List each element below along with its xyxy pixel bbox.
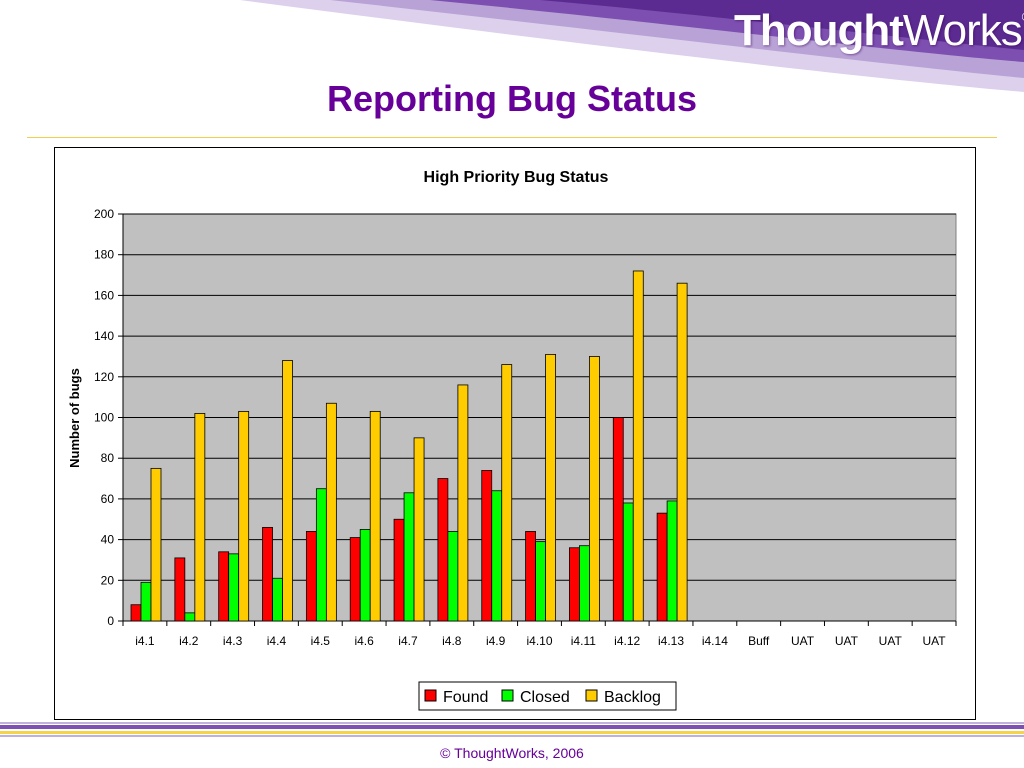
bar-found-i4.3 xyxy=(218,551,230,622)
thoughtworks-logo: ThoughtWorks® xyxy=(734,6,1024,55)
bar-backlog-i4.13 xyxy=(676,282,688,622)
legend-swatch-closed xyxy=(501,689,514,702)
y-tick-label: 120 xyxy=(94,370,114,384)
x-tick-label: i4.1 xyxy=(135,634,155,648)
bar-backlog-i4.5 xyxy=(325,402,337,622)
bug-status-chart: High Priority Bug Status 0 20 40 60 80 100 120… xyxy=(67,169,957,711)
gridlines xyxy=(123,213,956,581)
x-tick-label: i4.7 xyxy=(398,634,418,648)
bar-closed-i4.5 xyxy=(315,488,327,622)
y-axis-label: Number of bugs xyxy=(67,368,82,468)
chart-frame: High Priority Bug Status 0 20 40 60 80 100 120… xyxy=(54,147,976,720)
x-tick-label: i4.5 xyxy=(311,634,331,648)
bar-closed-i4.4 xyxy=(272,577,283,622)
y-tick-label: 20 xyxy=(101,573,115,587)
x-tick-label: UAT xyxy=(835,634,859,648)
legend-swatch-backlog xyxy=(585,689,598,702)
bar-backlog-i4.6 xyxy=(369,410,381,622)
x-tick-label: UAT xyxy=(879,634,903,648)
y-tick-label: 60 xyxy=(101,492,115,506)
bars xyxy=(130,270,688,622)
bar-closed-i4.1 xyxy=(140,581,152,622)
y-tick-label: 180 xyxy=(94,248,114,262)
title-divider xyxy=(27,137,997,138)
x-tick-label: i4.6 xyxy=(354,634,374,648)
bar-backlog-i4.11 xyxy=(589,356,600,622)
bar-backlog-i4.2 xyxy=(194,413,206,622)
bar-backlog-i4.1 xyxy=(150,467,162,622)
x-tick-label: i4.4 xyxy=(267,634,287,648)
bar-closed-i4.10 xyxy=(535,541,546,622)
chart-title: High Priority Bug Status xyxy=(424,169,609,186)
x-tick-label: i4.14 xyxy=(702,634,728,648)
y-tick-label: 140 xyxy=(94,329,114,343)
bar-backlog-i4.9 xyxy=(501,364,513,622)
bar-found-i4.12 xyxy=(612,417,624,622)
y-tick-label: 100 xyxy=(94,411,114,425)
bar-closed-i4.11 xyxy=(579,545,590,622)
y-axis: 0 20 40 60 80 100 120 140 160 180 200 xyxy=(94,207,124,628)
bar-found-i4.11 xyxy=(569,547,580,622)
legend-label-found: Found xyxy=(443,689,488,706)
y-tick-label: 160 xyxy=(94,288,114,302)
x-tick-label: i4.3 xyxy=(223,634,243,648)
x-tick-label: UAT xyxy=(923,634,947,648)
bar-found-i4.13 xyxy=(656,512,668,622)
x-tick-label: i4.13 xyxy=(658,634,684,648)
bar-found-i4.8 xyxy=(437,478,449,622)
bar-found-i4.5 xyxy=(305,531,317,622)
bar-closed-i4.3 xyxy=(228,553,240,622)
bar-backlog-i4.10 xyxy=(545,354,556,622)
x-tick-label: i4.2 xyxy=(179,634,199,648)
legend-label-closed: Closed xyxy=(520,689,570,706)
header-swoosh xyxy=(240,0,1024,92)
footer-bars xyxy=(0,722,1024,737)
legend: Found Closed Backlog xyxy=(418,681,677,711)
x-axis: i4.1 i4.2 i4.3 i4.4 i4.5 i4.6 i4.7 i4.8 i4.9 i4.1… xyxy=(122,620,957,648)
bar-backlog-i4.12 xyxy=(632,270,644,622)
bar-found-i4.6 xyxy=(349,537,361,622)
x-tick-label: i4.11 xyxy=(571,634,596,648)
bar-found-i4.4 xyxy=(262,526,273,622)
footer-copyright: © ThoughtWorks, 2006 xyxy=(440,745,584,761)
bar-closed-i4.7 xyxy=(403,492,415,622)
x-tick-label: UAT xyxy=(791,634,815,648)
x-tick-label: i4.12 xyxy=(614,634,640,648)
bar-backlog-i4.8 xyxy=(457,384,469,622)
bar-closed-i4.9 xyxy=(491,490,503,622)
bar-closed-i4.2 xyxy=(184,612,196,622)
bar-closed-i4.6 xyxy=(359,529,371,622)
bar-found-i4.10 xyxy=(525,531,536,622)
y-tick-label: 200 xyxy=(94,207,114,221)
slide-title: Reporting Bug Status xyxy=(327,78,697,119)
bar-closed-i4.12 xyxy=(622,502,634,622)
bar-backlog-i4.7 xyxy=(413,437,425,622)
y-tick-label: 40 xyxy=(101,533,115,547)
x-tick-label: i4.8 xyxy=(442,634,462,648)
bar-found-i4.9 xyxy=(481,470,493,622)
bar-backlog-i4.3 xyxy=(238,410,250,622)
legend-label-backlog: Backlog xyxy=(604,689,661,706)
bar-found-i4.7 xyxy=(393,518,405,622)
bar-closed-i4.13 xyxy=(666,500,678,622)
bar-found-i4.1 xyxy=(130,604,142,622)
bar-backlog-i4.4 xyxy=(282,360,293,622)
x-tick-label: Buff xyxy=(748,634,770,648)
bar-found-i4.2 xyxy=(174,557,186,622)
x-tick-label: i4.9 xyxy=(486,634,506,648)
y-tick-label: 0 xyxy=(107,614,114,628)
legend-swatch-found xyxy=(424,689,437,702)
legend-box xyxy=(418,681,677,711)
x-tick-label: i4.10 xyxy=(526,634,552,648)
y-tick-label: 80 xyxy=(101,451,115,465)
bar-closed-i4.8 xyxy=(447,531,459,622)
